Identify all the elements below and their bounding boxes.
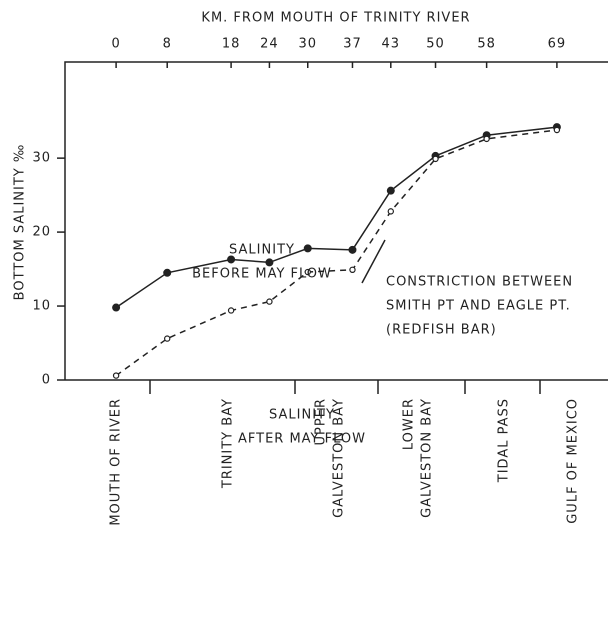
point: [349, 266, 356, 274]
y-tick-label: 20: [32, 225, 51, 240]
region-label: TRINITY BAY: [221, 398, 236, 489]
region-label: MOUTH OF RIVER: [109, 398, 124, 526]
point: [266, 298, 273, 305]
point: [163, 268, 172, 277]
point: [164, 335, 171, 342]
point: [112, 303, 121, 312]
x-tick-label: 43: [382, 37, 401, 52]
series-line: [115, 129, 557, 377]
axis-frame: [64, 61, 608, 381]
y-tick-label: 10: [32, 299, 51, 314]
y-tick-label: 0: [42, 373, 51, 388]
x-tick-label: 37: [343, 37, 362, 52]
point: [303, 244, 312, 253]
region-label: TIDAL PASS: [497, 398, 512, 483]
x-tick-label: 0: [111, 37, 120, 52]
annotation: SALINITY: [269, 408, 335, 423]
x-axis-title: KM. FROM MOUTH OF TRINITY RIVER: [201, 11, 470, 26]
region-dividers: [149, 380, 541, 394]
annotation: CONSTRICTION BETWEEN: [386, 275, 573, 290]
region-label: LOWER: [402, 398, 417, 450]
region-label: GALVESTON BAY: [332, 398, 347, 518]
x-tick-label: 58: [477, 37, 496, 52]
point: [227, 307, 235, 314]
point: [348, 245, 357, 254]
point: [112, 372, 120, 379]
x-tick-label: 69: [548, 37, 567, 52]
y-tick-label: 30: [32, 151, 51, 166]
x-tick-label: 8: [163, 37, 172, 52]
region-label: UPPER: [314, 398, 329, 445]
point: [553, 126, 561, 134]
point: [387, 208, 394, 215]
leader-line: [361, 239, 386, 284]
point: [227, 255, 236, 264]
point: [386, 186, 395, 195]
annotation: BEFORE MAY FLOW: [192, 267, 332, 282]
annotation: (REDFISH BAR): [386, 323, 497, 338]
region-label: GULF OF MEXICO: [566, 398, 581, 524]
region-label: GALVESTON BAY: [420, 398, 435, 518]
point: [304, 268, 311, 276]
series-line: [115, 126, 557, 309]
point: [483, 135, 490, 143]
annotation: SALINITY: [229, 243, 295, 258]
point: [432, 155, 439, 163]
point: [265, 258, 274, 267]
x-tick-label: 24: [260, 37, 279, 52]
annotation: AFTER MAY FLOW: [238, 432, 366, 447]
x-tick-label: 30: [298, 37, 317, 52]
x-tick-label: 50: [426, 37, 445, 52]
annotation: SMITH PT AND EAGLE PT.: [386, 299, 571, 314]
x-tick-label: 18: [222, 37, 241, 52]
y-axis-title: BOTTOM SALINITY ‰: [13, 144, 28, 301]
